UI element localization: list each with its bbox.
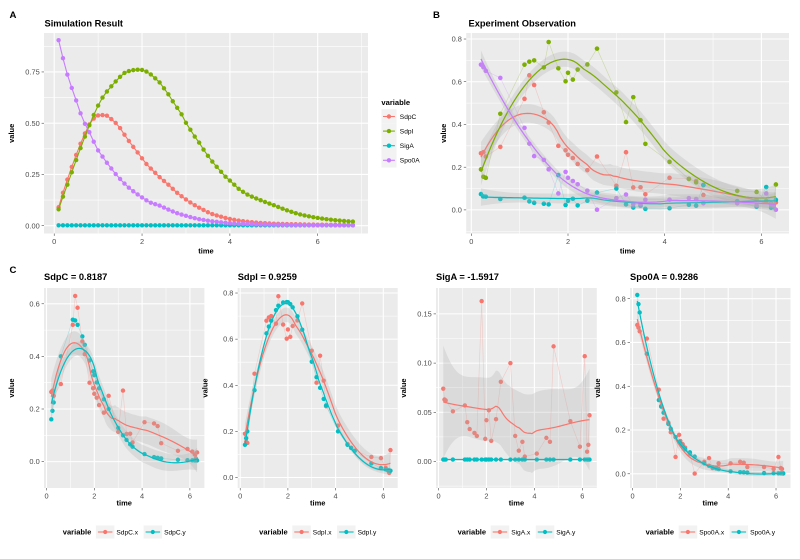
svg-text:6: 6: [774, 491, 778, 500]
svg-text:4: 4: [140, 491, 144, 500]
svg-text:0.8: 0.8: [615, 294, 625, 303]
svg-text:SigA: SigA: [400, 143, 415, 150]
svg-text:0: 0: [44, 491, 48, 500]
svg-text:value: value: [201, 378, 210, 397]
svg-text:SdpI: SdpI: [400, 129, 414, 136]
svg-text:SdpC.x: SdpC.x: [116, 529, 138, 536]
svg-text:value: value: [399, 378, 408, 397]
svg-text:0.4: 0.4: [29, 352, 39, 361]
svg-text:2: 2: [92, 491, 96, 500]
svg-text:4: 4: [663, 237, 667, 246]
svg-text:4: 4: [228, 237, 232, 246]
svg-text:time: time: [198, 247, 213, 256]
svg-text:time: time: [509, 499, 524, 508]
svg-text:variable: variable: [259, 527, 288, 536]
svg-text:time: time: [702, 499, 717, 508]
svg-text:SdpI.x: SdpI.x: [313, 529, 332, 536]
svg-text:0.6: 0.6: [223, 335, 233, 344]
svg-text:4: 4: [726, 491, 730, 500]
svg-text:Simulation Result: Simulation Result: [45, 18, 124, 28]
svg-text:0.2: 0.2: [615, 426, 625, 435]
svg-text:variable: variable: [458, 527, 487, 536]
svg-text:0.05: 0.05: [417, 408, 431, 417]
svg-text:2: 2: [140, 237, 144, 246]
svg-text:SdpI = 0.9259: SdpI = 0.9259: [238, 272, 297, 282]
svg-text:0: 0: [238, 491, 242, 500]
svg-text:time: time: [620, 247, 635, 256]
svg-text:SigA = -1.5917: SigA = -1.5917: [436, 272, 499, 282]
svg-text:0.0: 0.0: [223, 473, 233, 482]
svg-text:value: value: [439, 124, 448, 143]
svg-text:SigA.y: SigA.y: [556, 529, 576, 536]
svg-text:time: time: [310, 499, 325, 508]
svg-text:0: 0: [630, 491, 634, 500]
svg-text:SdpC.y: SdpC.y: [164, 529, 186, 536]
svg-text:SdpI.y: SdpI.y: [358, 529, 377, 536]
svg-text:0.6: 0.6: [29, 299, 39, 308]
svg-text:Spo0A.y: Spo0A.y: [750, 529, 776, 536]
svg-text:Spo0A = 0.9286: Spo0A = 0.9286: [630, 272, 698, 282]
svg-text:SdpC = 0.8187: SdpC = 0.8187: [44, 272, 107, 282]
svg-text:value: value: [593, 378, 602, 397]
svg-text:6: 6: [381, 491, 385, 500]
svg-text:6: 6: [316, 237, 320, 246]
svg-text:0.0: 0.0: [452, 206, 462, 215]
svg-text:A: A: [10, 10, 17, 21]
svg-text:0.00: 0.00: [417, 457, 431, 466]
svg-text:0.25: 0.25: [25, 170, 39, 179]
svg-text:Spo0A.x: Spo0A.x: [699, 529, 725, 536]
svg-text:6: 6: [580, 491, 584, 500]
svg-text:0.4: 0.4: [452, 120, 462, 129]
svg-text:0.15: 0.15: [417, 310, 431, 319]
svg-text:6: 6: [759, 237, 763, 246]
svg-text:2: 2: [566, 237, 570, 246]
svg-text:variable: variable: [63, 527, 92, 536]
svg-text:0.8: 0.8: [452, 35, 462, 44]
svg-text:0.0: 0.0: [29, 457, 39, 466]
svg-text:0.10: 0.10: [417, 359, 431, 368]
svg-text:4: 4: [532, 491, 536, 500]
svg-text:0: 0: [436, 491, 440, 500]
svg-text:0.0: 0.0: [615, 469, 625, 478]
svg-text:0: 0: [52, 237, 56, 246]
svg-text:2: 2: [678, 491, 682, 500]
svg-text:value: value: [7, 124, 16, 143]
svg-text:0.75: 0.75: [25, 68, 39, 77]
svg-text:0.4: 0.4: [615, 382, 625, 391]
svg-text:0: 0: [469, 237, 473, 246]
svg-text:0.2: 0.2: [29, 405, 39, 414]
svg-text:0.2: 0.2: [452, 163, 462, 172]
svg-text:time: time: [116, 499, 131, 508]
svg-text:0.8: 0.8: [223, 289, 233, 298]
svg-text:0.50: 0.50: [25, 119, 39, 128]
svg-text:0.6: 0.6: [615, 338, 625, 347]
svg-text:0.4: 0.4: [223, 381, 233, 390]
svg-text:variable: variable: [646, 527, 675, 536]
svg-text:Experiment Observation: Experiment Observation: [469, 18, 577, 28]
svg-text:2: 2: [286, 491, 290, 500]
svg-text:0.2: 0.2: [223, 427, 233, 436]
svg-text:B: B: [433, 10, 440, 21]
svg-text:C: C: [10, 265, 17, 276]
svg-text:2: 2: [484, 491, 488, 500]
svg-text:6: 6: [188, 491, 192, 500]
svg-text:0.6: 0.6: [452, 77, 462, 86]
svg-text:4: 4: [334, 491, 338, 500]
svg-text:SigA.x: SigA.x: [511, 529, 531, 536]
svg-text:value: value: [7, 378, 16, 397]
svg-text:SdpC: SdpC: [400, 114, 417, 121]
svg-text:0.00: 0.00: [25, 221, 39, 230]
svg-text:Spo0A: Spo0A: [400, 158, 420, 165]
svg-text:variable: variable: [381, 98, 410, 107]
